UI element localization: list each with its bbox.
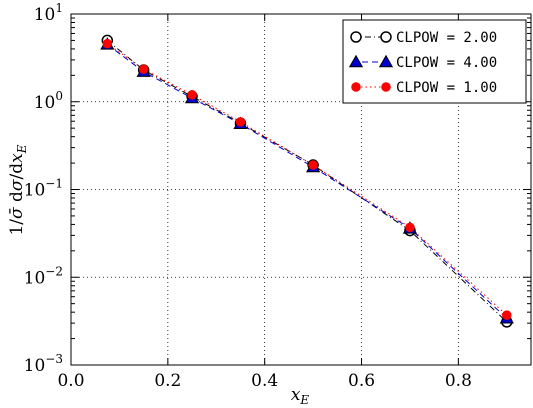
data-point <box>405 222 415 233</box>
data-point <box>102 38 113 49</box>
data-point <box>138 64 149 74</box>
svg-text:1/σ̄ dσ/dxE: 1/σ̄ dσ/dxE <box>7 144 29 235</box>
y-tick-label: 100 <box>34 89 63 113</box>
y-tick-label: 10−3 <box>24 352 63 376</box>
legend-label: CLPOW = 2.00 <box>396 30 497 46</box>
data-point <box>351 82 361 92</box>
x-tick-label: 0.2 <box>154 371 181 391</box>
y-tick-label: 101 <box>34 1 63 25</box>
axis-ticks: 0.0 0.2 0.4 0.6 0.8 10−3 10−2 10−1 100 101 <box>24 1 531 391</box>
y-tick-label: 10−1 <box>24 177 63 201</box>
data-point <box>308 160 318 170</box>
legend: CLPOW = 2.00 CLPOW = 4.00 CLPOW = 1.00 <box>342 19 527 104</box>
series-markers <box>100 34 514 328</box>
x-tick-label: 0.6 <box>348 371 375 391</box>
x-tick-label: 0.4 <box>251 371 278 391</box>
data-point <box>381 82 391 92</box>
data-point <box>380 31 392 43</box>
y-axis-label: 1/σ̄ dσ/dxE <box>7 144 29 235</box>
x-tick-label: 0.0 <box>57 371 84 391</box>
grid <box>71 14 531 365</box>
legend-label: CLPOW = 1.00 <box>396 80 497 96</box>
data-point <box>378 54 394 68</box>
data-point <box>348 54 364 68</box>
data-point <box>502 310 512 320</box>
legend-label: CLPOW = 4.00 <box>396 55 497 71</box>
data-point <box>350 31 362 43</box>
x-axis-label: xE <box>291 385 310 407</box>
x-tick-label: 0.8 <box>445 371 472 391</box>
y-tick-label: 10−2 <box>24 264 63 288</box>
data-point <box>187 90 197 100</box>
data-point <box>235 117 246 127</box>
